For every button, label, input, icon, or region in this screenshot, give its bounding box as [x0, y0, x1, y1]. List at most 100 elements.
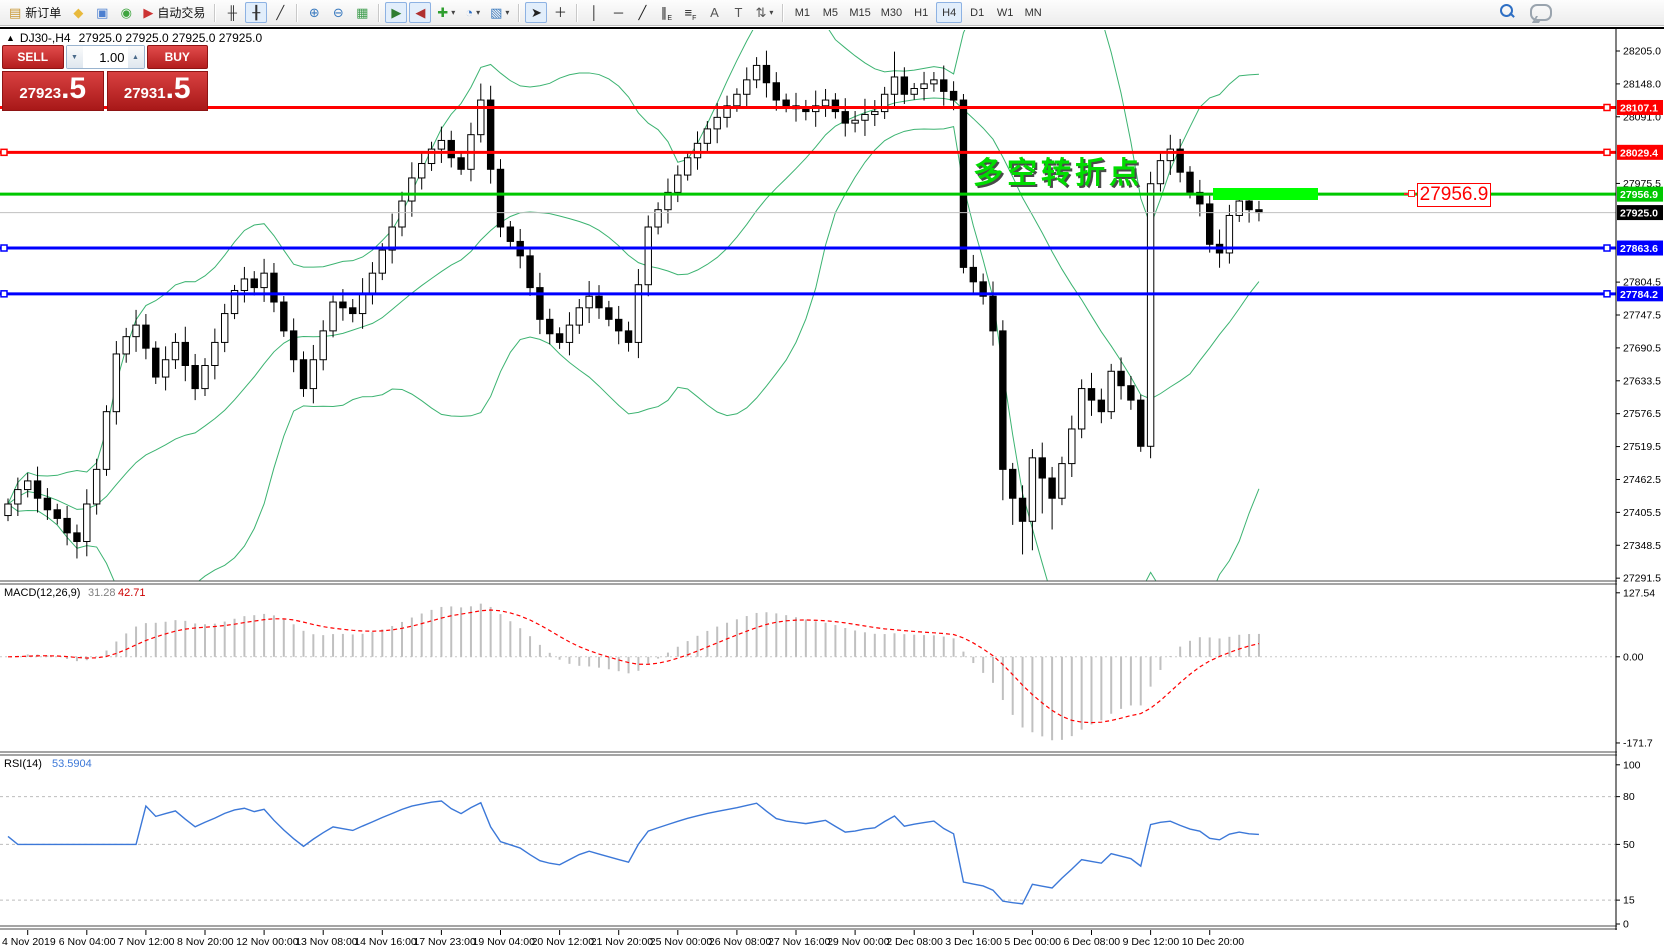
time-axis-label: 6 Dec 08:00 — [1064, 936, 1121, 948]
tile-windows-button[interactable]: ▦ — [351, 2, 373, 23]
time-axis-label: 4 Nov 2019 — [2, 936, 56, 948]
time-axis-label: 5 Dec 00:00 — [1004, 936, 1061, 948]
price-axis-tick: 27804.5 — [1623, 277, 1661, 289]
hline-anchor[interactable] — [1603, 290, 1611, 298]
buy-price-main: 27931 — [123, 85, 166, 102]
toolbar-right-icons — [1498, 2, 1552, 21]
timeframe-button-m1[interactable]: M1 — [794, 6, 810, 19]
template-chart-icon: ▧ — [490, 5, 503, 20]
channel-button[interactable]: ∥ E — [655, 2, 677, 23]
text-button[interactable]: A — [703, 2, 725, 23]
hline-anchor[interactable] — [0, 148, 8, 157]
timeframe-button-mn[interactable]: MN — [1024, 6, 1042, 19]
indicators-button[interactable]: ✚ ▾ — [433, 2, 459, 23]
rsi-axis-tick: 80 — [1623, 791, 1635, 803]
chart-shift-button[interactable]: ◀ — [409, 2, 432, 23]
chinese-annotation-text[interactable]: 多空转折点 — [973, 157, 1143, 190]
bar-chart-button[interactable]: ╫ — [221, 2, 243, 23]
timeframe-button-h4[interactable]: H4 — [936, 2, 963, 23]
macd-signal-value: 42.71 — [118, 587, 146, 599]
navigator-icon: ◉ — [120, 5, 132, 20]
volume-stepper: ▼ ▲ — [65, 45, 145, 69]
horizontal-line-button[interactable]: ─ — [607, 2, 629, 23]
new-order-button[interactable]: ▤ 新订单 — [5, 2, 65, 23]
hline-anchor[interactable] — [1603, 244, 1611, 252]
buy-button[interactable]: BUY — [146, 45, 208, 69]
volume-decrease-button[interactable]: ▼ — [66, 46, 83, 68]
zoom-out-button[interactable]: ⊖ — [327, 2, 349, 23]
symbols-button[interactable]: ◆ — [67, 2, 89, 23]
macd-axis-tick: 0.00 — [1623, 651, 1644, 663]
buy-price-display[interactable]: 27931 .5 — [106, 71, 208, 111]
timeframe-button-m30[interactable]: M30 — [880, 6, 903, 19]
vertical-line-button[interactable]: │ — [583, 2, 605, 23]
time-axis-label: 3 Dec 16:00 — [945, 936, 1002, 948]
chevron-down-icon: ▾ — [451, 8, 456, 17]
timeframe-button-m5[interactable]: M5 — [822, 6, 838, 19]
clock-icon: ◔ — [465, 5, 474, 20]
hline-anchor[interactable] — [1603, 148, 1611, 157]
price-axis-tick: 27633.5 — [1623, 375, 1661, 387]
sell-price-display[interactable]: 27923 .5 — [2, 71, 104, 111]
search-icon[interactable] — [1498, 3, 1516, 21]
autotrading-button[interactable]: ▶ 自动交易 — [139, 2, 209, 23]
chat-bubble-icon[interactable] — [1530, 4, 1552, 21]
green-highlight-rectangle[interactable] — [1213, 188, 1318, 200]
price-label-text: 28107.1 — [1620, 102, 1658, 114]
price-axis-background — [1617, 29, 1664, 930]
time-axis-label: 14 Nov 16:00 — [354, 936, 417, 948]
gold-diamond-icon: ◆ — [73, 5, 84, 20]
hline-anchor[interactable] — [1603, 103, 1611, 112]
time-axis-label: 20 Nov 12:00 — [532, 936, 595, 948]
new-order-icon: ▤ — [9, 5, 22, 20]
time-axis-label: 2 Dec 08:00 — [886, 936, 943, 948]
ohlc-quotes: 27925.0 27925.0 27925.0 27925.0 — [78, 31, 263, 45]
price-axis-tick: 28205.0 — [1623, 46, 1661, 58]
price-label-box — [1617, 286, 1663, 302]
navigator-button[interactable]: ◉ — [115, 2, 137, 23]
cursor-arrow-icon: ➤ — [530, 5, 542, 20]
periods-button[interactable]: ◔ ▾ — [461, 2, 484, 23]
time-axis-label: 7 Nov 12:00 — [118, 936, 175, 948]
volume-increase-button[interactable]: ▲ — [127, 46, 144, 68]
time-axis-label: 10 Dec 20:00 — [1182, 936, 1245, 948]
candlestick-chart-button[interactable]: ╂ — [245, 2, 268, 23]
collapse-arrow-icon[interactable]: ▲ — [6, 33, 15, 43]
text-label-button[interactable]: T — [727, 2, 749, 23]
auto-scroll-button[interactable]: ▶ — [385, 2, 408, 23]
bar-chart-icon: ╫ — [227, 5, 237, 20]
main-toolbar: ▤ 新订单 ◆ ▣ ◉ ▶ 自动交易 ╫ ╂ ╱ ⊕ ⊖ ▦ ▶ ◀ ✚ ▾ ◔ ▾ ▧ ▾ ➤ ＋ │ ─ ╱ ∥ E ≡ F A T ⇅ ▾ M… — [0, 0, 1664, 26]
trendline-button[interactable]: ╱ — [631, 2, 653, 23]
timeframe-button-d1[interactable]: D1 — [970, 6, 985, 19]
fibonacci-button[interactable]: ≡ F — [679, 2, 701, 23]
market-watch-button[interactable]: ▣ — [91, 2, 113, 23]
price-axis-tick: 27291.5 — [1623, 573, 1661, 585]
price-axis-tick: 27576.5 — [1623, 408, 1661, 420]
time-axis-label: 21 Nov 20:00 — [591, 936, 654, 948]
timeframe-button-w1[interactable]: W1 — [996, 6, 1014, 19]
arrows-button[interactable]: ⇅ ▾ — [751, 2, 777, 23]
time-axis-label: 26 Nov 08:00 — [709, 936, 772, 948]
hline-anchor[interactable] — [0, 244, 8, 252]
timeframe-button-m15[interactable]: M15 — [849, 6, 871, 19]
volume-input[interactable] — [82, 48, 128, 66]
templates-button[interactable]: ▧ ▾ — [486, 2, 513, 23]
price-label-box — [1617, 240, 1663, 256]
zoom-in-button[interactable]: ⊕ — [303, 2, 325, 23]
timeframe-button-h1[interactable]: H1 — [914, 6, 929, 19]
text-icon: A — [710, 5, 719, 20]
price-label-box — [1617, 205, 1663, 221]
hline-anchor[interactable] — [0, 290, 8, 298]
crosshair-button[interactable]: ＋ — [549, 2, 571, 23]
price-callout-box[interactable]: 27956.9 — [1417, 183, 1491, 207]
cursor-button[interactable]: ➤ — [525, 2, 548, 23]
toolbar-separator — [518, 3, 521, 22]
chart-background — [0, 29, 1664, 951]
auto-scroll-icon: ▶ — [391, 5, 402, 20]
price-label-text: 27956.9 — [1620, 189, 1658, 201]
toolbar-separator — [576, 3, 579, 22]
line-chart-button[interactable]: ╱ — [269, 2, 291, 23]
chart-symbol-title: DJ30-,H4 — [19, 31, 71, 45]
sell-button[interactable]: SELL — [2, 45, 64, 69]
